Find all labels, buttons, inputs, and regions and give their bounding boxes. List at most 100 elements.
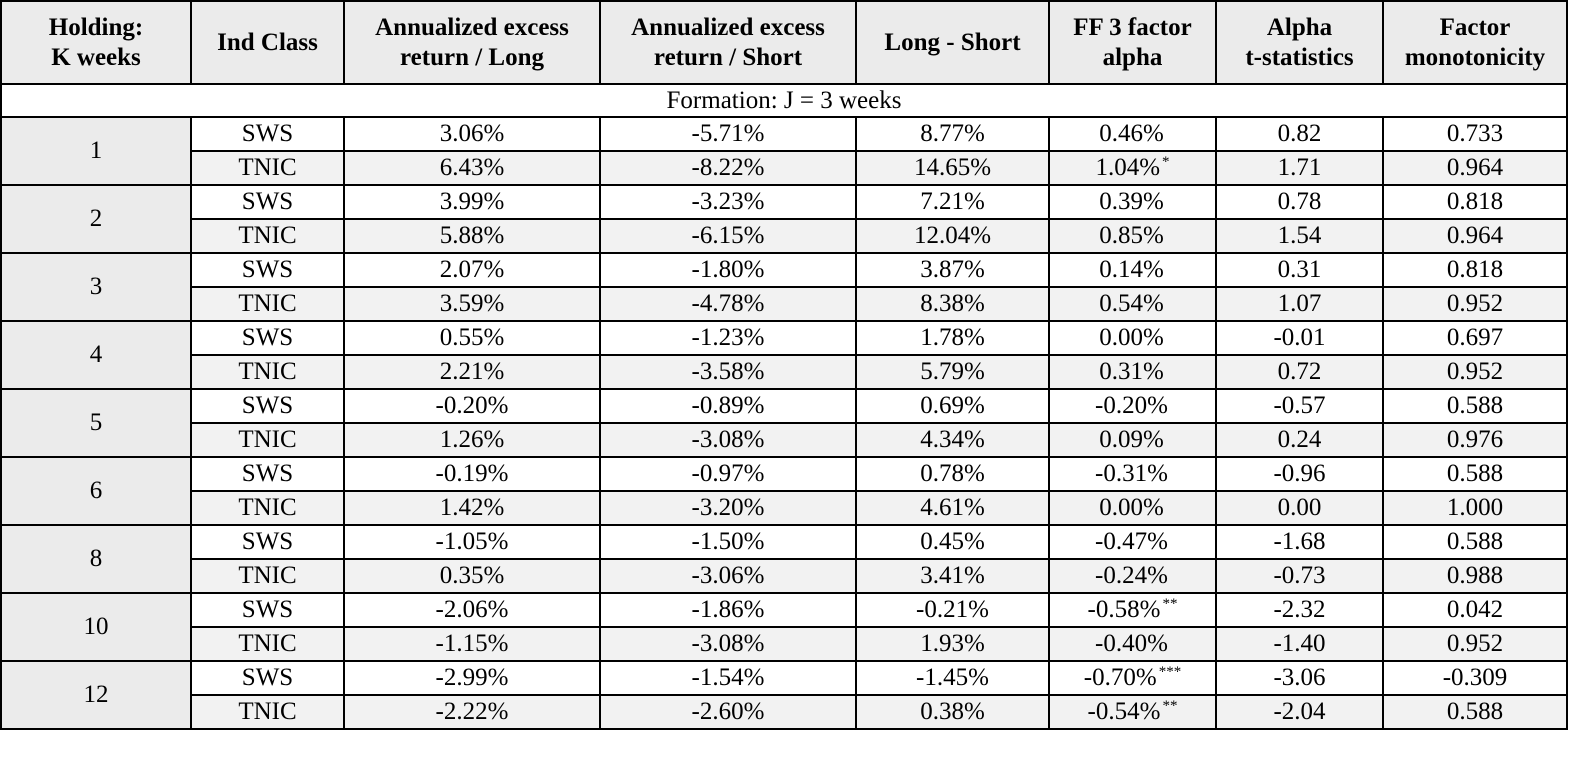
alpha-value: 0.39% bbox=[1099, 188, 1164, 215]
excess-long-cell: -1.15% bbox=[343, 626, 601, 662]
alpha-t-stat-cell: 0.82 bbox=[1215, 116, 1384, 152]
alpha-value: -0.31% bbox=[1095, 460, 1168, 487]
ind-class-cell: TNIC bbox=[190, 558, 345, 594]
header-long-short: Long - Short bbox=[855, 0, 1050, 85]
alpha-t-stat-cell: -1.40 bbox=[1215, 626, 1384, 662]
header-ff3-alpha-line-2: alpha bbox=[1102, 43, 1163, 71]
alpha-value: 0.46% bbox=[1099, 120, 1164, 147]
table-row: TNIC 1.26% -3.08% 4.34% 0.09% 0.24 0.976 bbox=[1, 422, 1568, 458]
alpha-value: -0.54% bbox=[1087, 698, 1161, 725]
significance-marker: ** bbox=[1162, 698, 1178, 714]
factor-monotonicity-cell: 1.000 bbox=[1382, 490, 1568, 526]
ff3-alpha-cell: 0.09% bbox=[1048, 422, 1217, 458]
long-short-cell: 1.93% bbox=[855, 626, 1050, 662]
excess-long-cell: 2.07% bbox=[343, 252, 601, 288]
ff3-alpha-cell: -0.47% bbox=[1048, 524, 1217, 560]
ind-class-cell: TNIC bbox=[190, 354, 345, 390]
holding-weeks-cell: 2 bbox=[0, 184, 192, 254]
excess-long-cell: 3.59% bbox=[343, 286, 601, 322]
header-factor-monotonicity-line-2: monotonicity bbox=[1404, 43, 1546, 71]
alpha-value: -0.70% bbox=[1083, 664, 1157, 691]
long-short-cell: 7.21% bbox=[855, 184, 1050, 220]
table-row: 8 SWS -1.05% -1.50% 0.45% -0.47% -1.68 0… bbox=[0, 524, 1568, 594]
table-body: Formation: J = 3 weeks 1 SWS 3.06% -5.71… bbox=[0, 83, 1568, 730]
excess-long-cell: 3.06% bbox=[343, 116, 601, 152]
alpha-value: -0.40% bbox=[1095, 630, 1168, 657]
header-alpha-t-line-2: t-statistics bbox=[1245, 43, 1354, 71]
ff3-alpha-cell: 0.14% bbox=[1048, 252, 1217, 288]
table-row: 12 SWS -2.99% -1.54% -1.45% -0.70% *** -3… bbox=[0, 660, 1568, 730]
excess-short-cell: -1.50% bbox=[599, 524, 857, 560]
table-row: TNIC 1.42% -3.20% 4.61% 0.00% 0.00 1.000 bbox=[1, 490, 1568, 526]
excess-short-cell: -8.22% bbox=[599, 150, 857, 186]
excess-long-cell: 1.42% bbox=[343, 490, 601, 526]
factor-monotonicity-cell: 0.588 bbox=[1382, 694, 1568, 730]
table-row: TNIC 3.59% -4.78% 8.38% 0.54% 1.07 0.952 bbox=[1, 286, 1568, 322]
excess-short-cell: -3.08% bbox=[599, 626, 857, 662]
alpha-t-stat-cell: -3.06 bbox=[1215, 660, 1384, 696]
header-excess-long: Annualized excess return / Long bbox=[343, 0, 601, 85]
alpha-value: 0.31% bbox=[1099, 358, 1164, 385]
ind-class-cell: SWS bbox=[190, 184, 345, 220]
holding-weeks-cell: 8 bbox=[0, 524, 192, 594]
excess-long-cell: 3.99% bbox=[343, 184, 601, 220]
ind-class-cell: TNIC bbox=[190, 694, 345, 730]
ind-class-cell: SWS bbox=[190, 388, 345, 424]
excess-long-cell: 5.88% bbox=[343, 218, 601, 254]
alpha-t-stat-cell: -0.73 bbox=[1215, 558, 1384, 594]
table-row: 2 SWS 3.99% -3.23% 7.21% 0.39% 0.78 0.81… bbox=[0, 184, 1568, 254]
long-short-cell: -0.21% bbox=[855, 592, 1050, 628]
header-excess-short-line-2: return / Short bbox=[653, 43, 803, 71]
alpha-value: -0.24% bbox=[1095, 562, 1168, 589]
long-short-cell: 4.34% bbox=[855, 422, 1050, 458]
factor-monotonicity-cell: 0.976 bbox=[1382, 422, 1568, 458]
long-short-cell: 3.41% bbox=[855, 558, 1050, 594]
long-short-cell: 4.61% bbox=[855, 490, 1050, 526]
alpha-t-stat-cell: -2.32 bbox=[1215, 592, 1384, 628]
excess-long-cell: -0.19% bbox=[343, 456, 601, 492]
factor-monotonicity-cell: 0.988 bbox=[1382, 558, 1568, 594]
table-row: TNIC 6.43% -8.22% 14.65% 1.04% * 1.71 0.9… bbox=[1, 150, 1568, 186]
header-holding-line-1: Holding: bbox=[48, 13, 144, 41]
alpha-t-stat-cell: -1.68 bbox=[1215, 524, 1384, 560]
alpha-value: 0.85% bbox=[1099, 222, 1164, 249]
excess-long-cell: -0.20% bbox=[343, 388, 601, 424]
table-row: 1 SWS 3.06% -5.71% 8.77% 0.46% 0.82 0.73… bbox=[0, 116, 1568, 186]
ff3-alpha-cell: 0.46% bbox=[1048, 116, 1217, 152]
ff3-alpha-cell: 1.04% * bbox=[1048, 150, 1217, 186]
alpha-t-stat-cell: 0.00 bbox=[1215, 490, 1384, 526]
alpha-t-stat-cell: -2.04 bbox=[1215, 694, 1384, 730]
excess-long-cell: 1.26% bbox=[343, 422, 601, 458]
excess-short-cell: -5.71% bbox=[599, 116, 857, 152]
alpha-t-stat-cell: 1.71 bbox=[1215, 150, 1384, 186]
header-ff3-alpha-line-1: FF 3 factor bbox=[1073, 13, 1192, 41]
table-row: 10 SWS -2.06% -1.86% -0.21% -0.58% ** -2.… bbox=[0, 592, 1568, 662]
excess-short-cell: -4.78% bbox=[599, 286, 857, 322]
ff3-alpha-cell: 0.39% bbox=[1048, 184, 1217, 220]
ind-class-cell: SWS bbox=[190, 524, 345, 560]
excess-short-cell: -6.15% bbox=[599, 218, 857, 254]
alpha-t-stat-cell: 0.72 bbox=[1215, 354, 1384, 390]
ind-class-cell: SWS bbox=[190, 660, 345, 696]
factor-monotonicity-cell: 0.697 bbox=[1382, 320, 1568, 356]
ff3-alpha-cell: 0.00% bbox=[1048, 490, 1217, 526]
ff3-alpha-cell: -0.40% bbox=[1048, 626, 1217, 662]
long-short-cell: 0.45% bbox=[855, 524, 1050, 560]
formation-row: Formation: J = 3 weeks bbox=[0, 83, 1568, 118]
excess-short-cell: -0.89% bbox=[599, 388, 857, 424]
long-short-cell: 3.87% bbox=[855, 252, 1050, 288]
factor-monotonicity-cell: 0.964 bbox=[1382, 150, 1568, 186]
long-short-cell: 14.65% bbox=[855, 150, 1050, 186]
alpha-t-stat-cell: -0.57 bbox=[1215, 388, 1384, 424]
holding-weeks-cell: 6 bbox=[0, 456, 192, 526]
holding-weeks-cell: 4 bbox=[0, 320, 192, 390]
factor-monotonicity-cell: 0.818 bbox=[1382, 252, 1568, 288]
factor-monotonicity-cell: 0.588 bbox=[1382, 388, 1568, 424]
table-row: TNIC -1.15% -3.08% 1.93% -0.40% -1.40 0.… bbox=[1, 626, 1568, 662]
header-long-short-line-1: Long - Short bbox=[884, 28, 1021, 56]
excess-long-cell: 2.21% bbox=[343, 354, 601, 390]
table-row: TNIC 5.88% -6.15% 12.04% 0.85% 1.54 0.96… bbox=[1, 218, 1568, 254]
alpha-t-stat-cell: 1.07 bbox=[1215, 286, 1384, 322]
alpha-value: 0.09% bbox=[1099, 426, 1164, 453]
header-ff3-alpha: FF 3 factor alpha bbox=[1048, 0, 1217, 85]
